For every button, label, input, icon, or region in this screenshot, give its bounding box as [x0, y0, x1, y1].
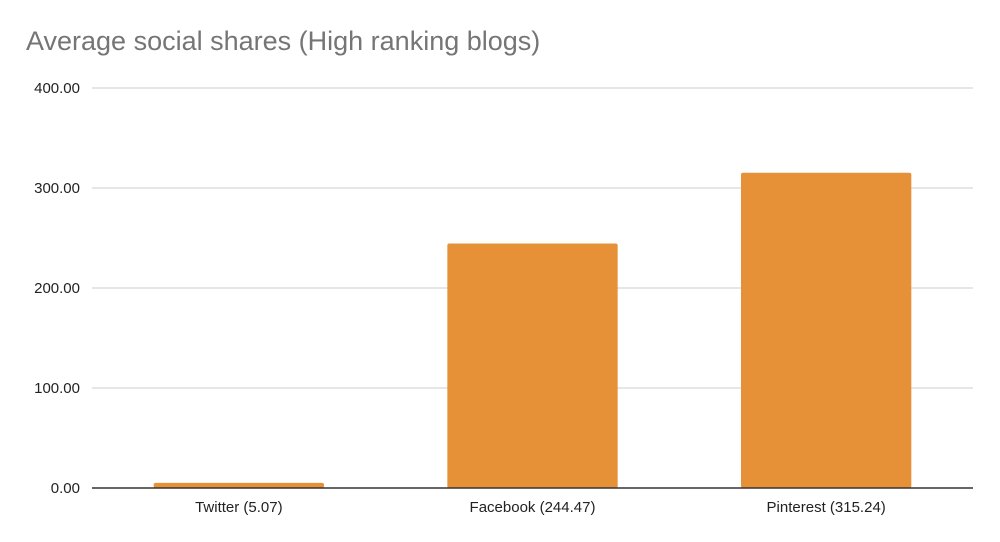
chart-title: Average social shares (High ranking blog…	[26, 26, 541, 56]
y-tick-label: 100.00	[34, 380, 80, 397]
bar	[447, 243, 618, 488]
x-category-label: Pinterest (315.24)	[767, 499, 886, 516]
y-axis-tick-labels: 0.00 100.00 200.00 300.00 400.00	[34, 80, 80, 497]
y-tick-label: 300.00	[34, 180, 80, 197]
y-tick-label: 200.00	[34, 280, 80, 297]
y-tick-label: 400.00	[34, 80, 80, 97]
x-category-label: Twitter (5.07)	[195, 499, 283, 516]
bars	[153, 172, 912, 488]
x-category-label: Facebook (244.47)	[470, 499, 596, 516]
x-axis-category-labels: Twitter (5.07) Facebook (244.47) Pinterest…	[195, 499, 886, 516]
bar	[153, 482, 324, 488]
y-tick-label: 0.00	[51, 480, 80, 497]
bar	[741, 172, 912, 488]
